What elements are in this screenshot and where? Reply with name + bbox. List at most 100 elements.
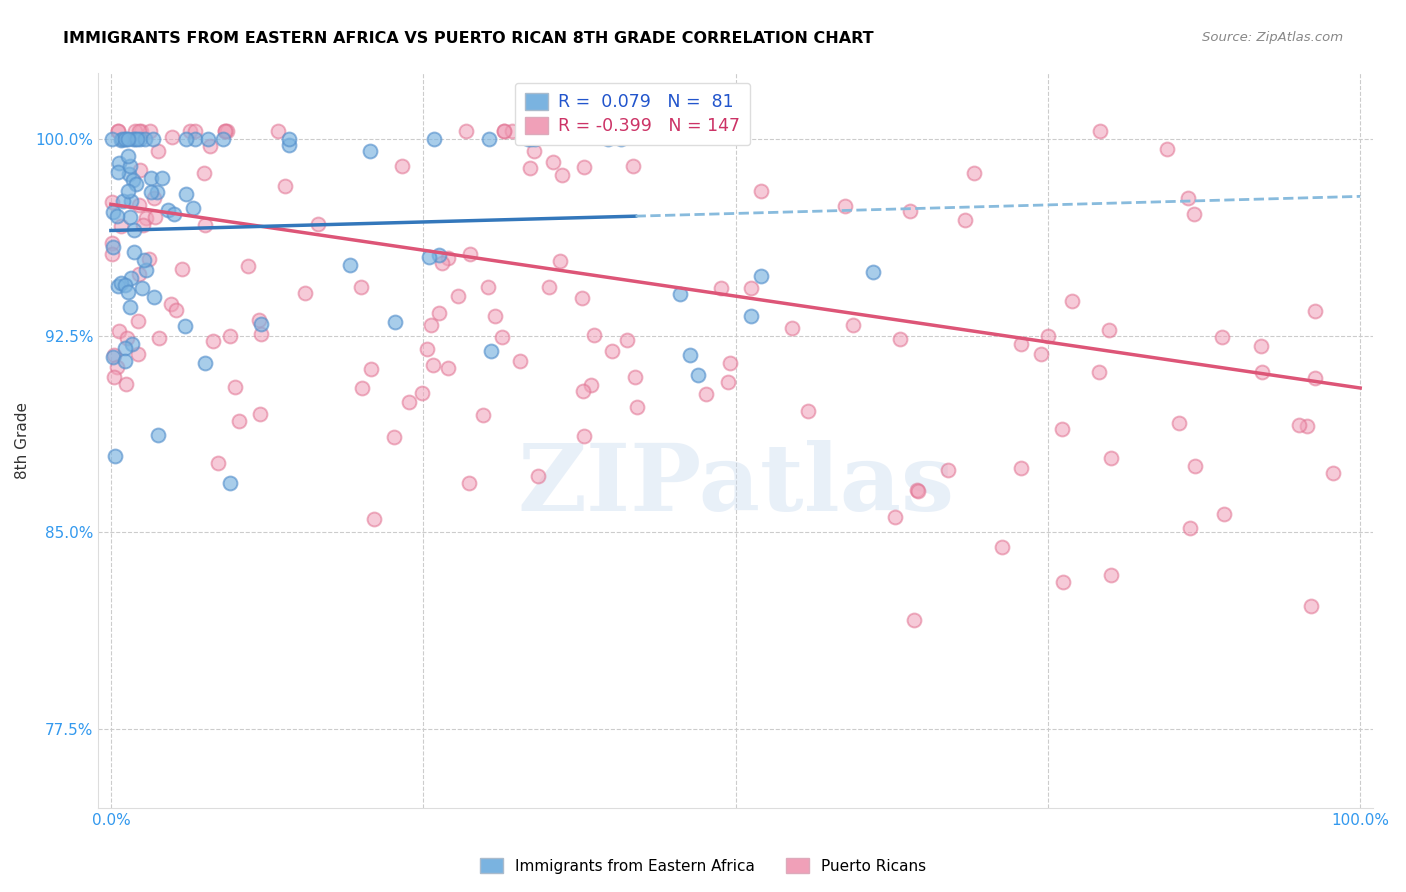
Point <box>423 131 446 145</box>
Point <box>621 159 644 173</box>
Point <box>120 271 142 285</box>
Point <box>1250 339 1272 353</box>
Point <box>129 124 152 138</box>
Point <box>1060 294 1083 309</box>
Point <box>1010 337 1032 351</box>
Point <box>114 376 136 391</box>
Point <box>121 131 143 145</box>
Point <box>273 179 295 194</box>
Point <box>121 173 143 187</box>
Point <box>249 407 271 421</box>
Point <box>1178 521 1201 535</box>
Point <box>1213 507 1236 521</box>
Point <box>1322 467 1344 481</box>
Point <box>125 177 148 191</box>
Point <box>103 348 125 362</box>
Point <box>527 468 550 483</box>
Point <box>456 124 478 138</box>
Point <box>695 387 717 401</box>
Point <box>278 137 301 152</box>
Point <box>117 184 139 198</box>
Point <box>174 186 197 201</box>
Point <box>142 191 165 205</box>
Point <box>101 239 124 253</box>
Point <box>477 279 499 293</box>
Point <box>111 194 134 208</box>
Point <box>460 247 482 261</box>
Point <box>523 144 546 158</box>
Point <box>749 184 772 198</box>
Point <box>127 131 149 145</box>
Point <box>437 251 460 265</box>
Point <box>668 286 690 301</box>
Point <box>907 483 929 498</box>
Point <box>128 124 150 138</box>
Point <box>541 155 564 169</box>
Point <box>429 306 451 320</box>
Point <box>1296 418 1319 433</box>
Point <box>139 171 162 186</box>
Point <box>339 258 361 272</box>
Point <box>524 131 547 145</box>
Point <box>139 185 162 199</box>
Point <box>250 327 273 342</box>
Point <box>472 408 495 422</box>
Point <box>1099 451 1122 466</box>
Point <box>224 380 246 394</box>
Point <box>131 281 153 295</box>
Point <box>551 168 574 182</box>
Point <box>718 355 741 369</box>
Point <box>834 199 856 213</box>
Point <box>127 314 149 328</box>
Point <box>105 359 128 374</box>
Text: IMMIGRANTS FROM EASTERN AFRICA VS PUERTO RICAN 8TH GRADE CORRELATION CHART: IMMIGRANTS FROM EASTERN AFRICA VS PUERTO… <box>63 31 875 46</box>
Point <box>105 209 128 223</box>
Point <box>117 131 139 145</box>
Point <box>1251 365 1274 379</box>
Point <box>179 124 201 138</box>
Point <box>1010 460 1032 475</box>
Point <box>685 124 707 138</box>
Legend: R =  0.079   N =  81, R = -0.399   N = 147: R = 0.079 N = 81, R = -0.399 N = 147 <box>515 83 749 145</box>
Point <box>1099 568 1122 582</box>
Point <box>114 131 136 145</box>
Point <box>1156 142 1178 156</box>
Point <box>862 265 884 279</box>
Point <box>202 334 225 349</box>
Point <box>422 359 444 373</box>
Point <box>128 268 150 282</box>
Point <box>953 213 976 227</box>
Point <box>250 317 273 331</box>
Point <box>398 394 420 409</box>
Point <box>183 131 205 145</box>
Point <box>905 483 928 497</box>
Legend: Immigrants from Eastern Africa, Puerto Ricans: Immigrants from Eastern Africa, Puerto R… <box>474 852 932 880</box>
Point <box>1305 304 1327 318</box>
Point <box>717 375 740 389</box>
Point <box>491 329 513 343</box>
Point <box>583 328 606 343</box>
Point <box>122 223 145 237</box>
Point <box>156 203 179 218</box>
Point <box>110 277 132 291</box>
Point <box>108 155 131 169</box>
Point <box>114 277 136 292</box>
Point <box>797 404 820 418</box>
Point <box>170 261 193 276</box>
Point <box>114 354 136 368</box>
Point <box>360 361 382 376</box>
Point <box>1288 418 1310 433</box>
Point <box>437 361 460 376</box>
Point <box>538 279 561 293</box>
Point <box>163 207 186 221</box>
Point <box>215 124 238 138</box>
Point <box>115 131 138 145</box>
Point <box>110 131 132 145</box>
Point <box>938 463 960 477</box>
Point <box>447 288 470 302</box>
Point <box>117 285 139 300</box>
Point <box>181 202 204 216</box>
Point <box>516 131 538 145</box>
Point <box>174 131 197 145</box>
Point <box>411 386 433 401</box>
